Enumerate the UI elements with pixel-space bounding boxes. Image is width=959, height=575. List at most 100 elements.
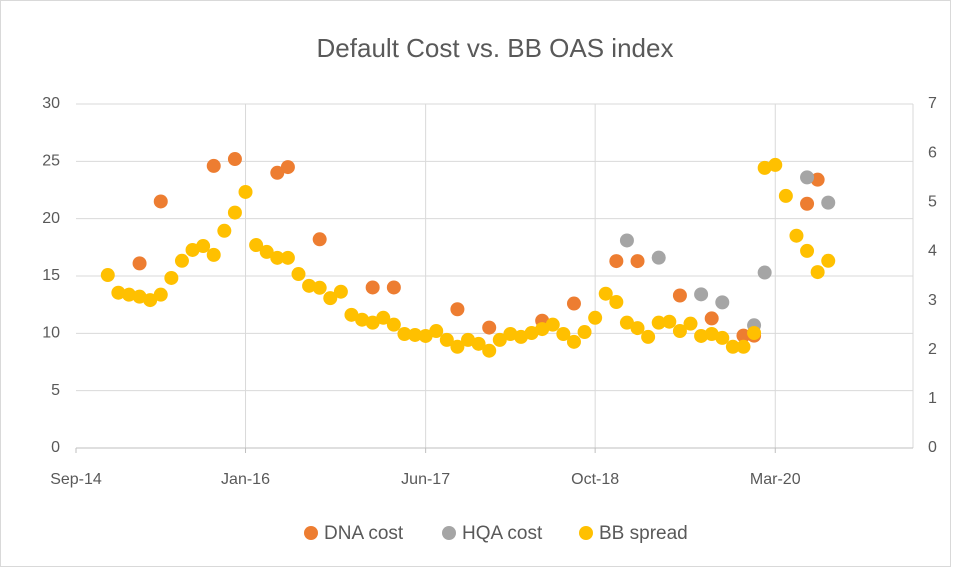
chart-title: Default Cost vs. BB OAS index — [317, 33, 674, 63]
data-point — [461, 332, 476, 347]
data-point — [482, 343, 497, 358]
data-point — [323, 291, 338, 306]
data-point — [132, 289, 147, 304]
data-point — [196, 239, 211, 254]
data-point — [111, 285, 126, 300]
x-tick-label: Oct-18 — [571, 471, 619, 488]
data-point — [344, 307, 359, 322]
y-tick-label: 5 — [51, 382, 60, 399]
y2-tick-label: 0 — [928, 439, 937, 456]
data-point — [270, 165, 285, 180]
data-point — [418, 328, 433, 343]
legend-label: HQA cost — [462, 523, 543, 544]
y-tick-label: 25 — [42, 153, 60, 170]
data-point — [725, 339, 740, 354]
data-point — [672, 288, 687, 303]
data-point — [821, 195, 836, 210]
data-point — [397, 326, 412, 341]
data-point — [249, 238, 264, 253]
data-point — [439, 332, 454, 347]
data-point — [259, 244, 274, 259]
data-point — [535, 322, 550, 337]
data-point — [333, 284, 348, 299]
data-point — [227, 152, 242, 167]
data-point — [280, 250, 295, 265]
data-point — [471, 336, 486, 351]
data-point — [121, 287, 136, 302]
data-point — [566, 296, 581, 311]
data-point — [174, 253, 189, 268]
data-point — [778, 188, 793, 203]
data-point — [609, 295, 624, 310]
y-tick-label: 10 — [42, 325, 60, 342]
y-tick-label: 0 — [51, 439, 60, 456]
data-point — [450, 339, 465, 354]
data-point — [810, 265, 825, 280]
data-point — [408, 327, 423, 342]
legend-marker — [304, 526, 318, 540]
data-point — [312, 232, 327, 247]
data-point — [662, 314, 677, 329]
y2-tick-label: 3 — [928, 292, 937, 309]
data-point — [185, 242, 200, 257]
data-point — [503, 326, 518, 341]
data-point — [482, 320, 497, 335]
data-point — [651, 250, 666, 265]
data-point — [588, 310, 603, 325]
data-point — [386, 317, 401, 332]
data-point — [736, 328, 751, 343]
data-point — [206, 247, 221, 262]
data-point — [513, 329, 528, 344]
data-point — [132, 256, 147, 271]
data-point — [312, 280, 327, 295]
y2-tick-label: 4 — [928, 243, 937, 260]
x-tick-label: Jan-16 — [221, 471, 270, 488]
data-point — [556, 326, 571, 341]
data-point — [280, 160, 295, 175]
data-point — [715, 295, 730, 310]
data-point — [789, 228, 804, 243]
x-tick-label: Sep-14 — [50, 471, 102, 488]
y2-tick-label: 2 — [928, 341, 937, 358]
data-point — [153, 287, 168, 302]
data-point — [492, 332, 507, 347]
data-point — [545, 317, 560, 332]
data-point — [736, 339, 751, 354]
data-point — [683, 316, 698, 331]
data-point — [704, 326, 719, 341]
data-point — [577, 325, 592, 340]
data-point — [757, 160, 772, 175]
data-point — [100, 268, 115, 283]
data-point — [164, 270, 179, 285]
data-point — [768, 157, 783, 172]
data-point — [757, 265, 772, 280]
y2-tick-label: 5 — [928, 194, 937, 211]
data-point — [227, 205, 242, 220]
data-point — [429, 324, 444, 339]
legend-marker — [579, 526, 593, 540]
data-point — [270, 250, 285, 265]
data-point — [206, 158, 221, 173]
y2-tick-label: 6 — [928, 144, 937, 161]
x-tick-label: Mar-20 — [750, 471, 801, 488]
data-point — [630, 321, 645, 336]
chart-frame — [0, 0, 951, 567]
data-point — [376, 310, 391, 325]
x-tick-label: Jun-17 — [401, 471, 450, 488]
data-point — [619, 315, 634, 330]
legend-marker — [442, 526, 456, 540]
data-point — [704, 311, 719, 326]
data-point — [143, 293, 158, 308]
y-tick-label: 20 — [42, 210, 60, 227]
y2-tick-label: 1 — [928, 390, 937, 407]
data-point — [365, 280, 380, 295]
data-point — [641, 329, 656, 344]
data-point — [609, 254, 624, 269]
data-point — [291, 267, 306, 282]
data-point — [747, 326, 762, 341]
data-point — [630, 254, 645, 269]
data-point — [365, 315, 380, 330]
data-point — [694, 328, 709, 343]
data-point — [238, 184, 253, 199]
